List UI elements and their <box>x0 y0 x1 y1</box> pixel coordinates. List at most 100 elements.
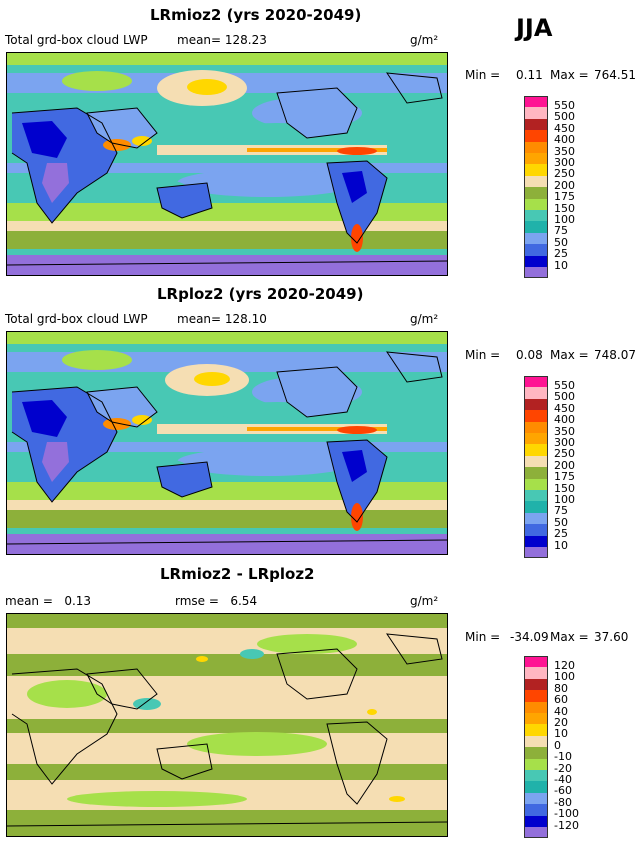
legend-row: 50 <box>524 232 614 248</box>
legend-swatch <box>524 255 548 267</box>
legend-row: 20 <box>524 713 614 728</box>
legend-row: 10 <box>524 535 614 551</box>
legend-row: 80 <box>524 678 614 694</box>
legend-row: -60 <box>524 781 614 796</box>
panel2-title: LRploz2 (yrs 2020-2049) <box>157 285 364 303</box>
legend-label: 350 <box>554 424 575 438</box>
legend-row: 100 <box>524 210 614 225</box>
legend-row: 150 <box>524 478 614 494</box>
legend-label: 100 <box>554 213 575 226</box>
legend-label: 50 <box>554 515 568 529</box>
legend-row: 450 <box>524 118 614 134</box>
legend-swatch <box>524 524 548 536</box>
legend-label: 25 <box>554 527 568 541</box>
legend-swatch <box>524 210 548 222</box>
legend-swatch <box>524 398 548 411</box>
legend-row: -100 <box>524 804 614 819</box>
panel3-max-label: Max = <box>550 630 589 644</box>
legend-swatch <box>524 735 548 748</box>
legend-swatch <box>524 535 548 547</box>
legend-label: -120 <box>554 818 579 832</box>
legend-swatch <box>524 827 548 839</box>
legend-swatch <box>524 387 548 399</box>
legend-swatch <box>524 455 548 468</box>
legend-label: 550 <box>554 379 575 392</box>
legend-swatch <box>524 701 548 713</box>
legend-row: 500 <box>524 387 614 402</box>
legend-label: 300 <box>554 436 575 449</box>
legend-swatch <box>524 421 548 433</box>
legend-row <box>524 267 614 279</box>
panel3-title: LRmioz2 - LRploz2 <box>160 565 315 583</box>
legend-swatch <box>524 107 548 119</box>
legend-row: 500 <box>524 107 614 122</box>
legend-swatch <box>524 770 548 782</box>
legend-swatch <box>524 244 548 256</box>
legend-swatch <box>524 781 548 793</box>
legend-label: 175 <box>554 470 575 484</box>
legend-row: 300 <box>524 433 614 448</box>
legend-swatch <box>524 490 548 502</box>
legend-label: 200 <box>554 458 575 472</box>
panel2-max-value: 748.07 <box>594 348 636 362</box>
panel3-rmse: rmse = 6.54 <box>175 594 258 608</box>
panel2-min-label: Min = <box>465 348 501 362</box>
legend-row: 250 <box>524 444 614 459</box>
legend-label: 0 <box>554 738 561 752</box>
legend-row: 350 <box>524 141 614 157</box>
legend-label: 40 <box>554 704 568 718</box>
panel2-units: g/m² <box>410 312 439 326</box>
legend-swatch <box>524 713 548 725</box>
legend-label: 500 <box>554 110 575 124</box>
legend-row: 200 <box>524 175 614 191</box>
legend-swatch <box>524 118 548 131</box>
legend-swatch <box>524 232 548 245</box>
panel1-map-svg <box>7 53 447 275</box>
legend-swatch <box>524 690 548 702</box>
legend-label: 250 <box>554 447 575 461</box>
legend-row: 200 <box>524 455 614 471</box>
panel1-variable-label: Total grd-box cloud LWP <box>5 33 148 47</box>
legend-swatch <box>524 467 548 479</box>
legend-label: 350 <box>554 144 575 158</box>
legend-row: -80 <box>524 792 614 808</box>
legend-label: 300 <box>554 156 575 169</box>
legend-label: 250 <box>554 167 575 181</box>
legend-label: 450 <box>554 401 575 415</box>
legend-label: 150 <box>554 481 575 495</box>
legend-swatch <box>524 141 548 153</box>
legend-label: 100 <box>554 493 575 506</box>
panel3-legend: 120 100 80 60 40 20 10 0 -10 -20 -40 -60 -80 -100 -120 <box>524 656 614 839</box>
legend-swatch <box>524 221 548 233</box>
panel1-units: g/m² <box>410 33 439 47</box>
legend-swatch <box>524 153 548 165</box>
legend-row: 175 <box>524 187 614 202</box>
legend-row: 100 <box>524 490 614 505</box>
legend-row: -120 <box>524 815 614 831</box>
legend-row: 75 <box>524 501 614 516</box>
legend-swatch <box>524 410 548 422</box>
legend-label: 75 <box>554 224 568 238</box>
legend-row: 550 <box>524 376 614 391</box>
panel1-mean: mean= 128.23 <box>177 33 267 47</box>
legend-label: 500 <box>554 390 575 404</box>
legend-label: 80 <box>554 681 568 695</box>
legend-label: -80 <box>554 795 572 809</box>
panel2-map <box>6 331 448 555</box>
legend-row <box>524 827 614 839</box>
legend-row: -10 <box>524 747 614 762</box>
legend-swatch <box>524 433 548 445</box>
legend-label: -60 <box>554 784 572 798</box>
legend-row: 0 <box>524 735 614 751</box>
legend-label: -10 <box>554 750 572 764</box>
legend-row: 60 <box>524 690 614 705</box>
legend-row: 175 <box>524 467 614 482</box>
legend-swatch <box>524 547 548 559</box>
season-label: JJA <box>516 14 553 42</box>
legend-row: 450 <box>524 398 614 414</box>
panel1-max-value: 764.51 <box>594 68 636 82</box>
legend-swatch <box>524 198 548 210</box>
panel2-min-value: 0.08 <box>516 348 543 362</box>
legend-label: -100 <box>554 807 579 821</box>
legend-row: 350 <box>524 421 614 437</box>
